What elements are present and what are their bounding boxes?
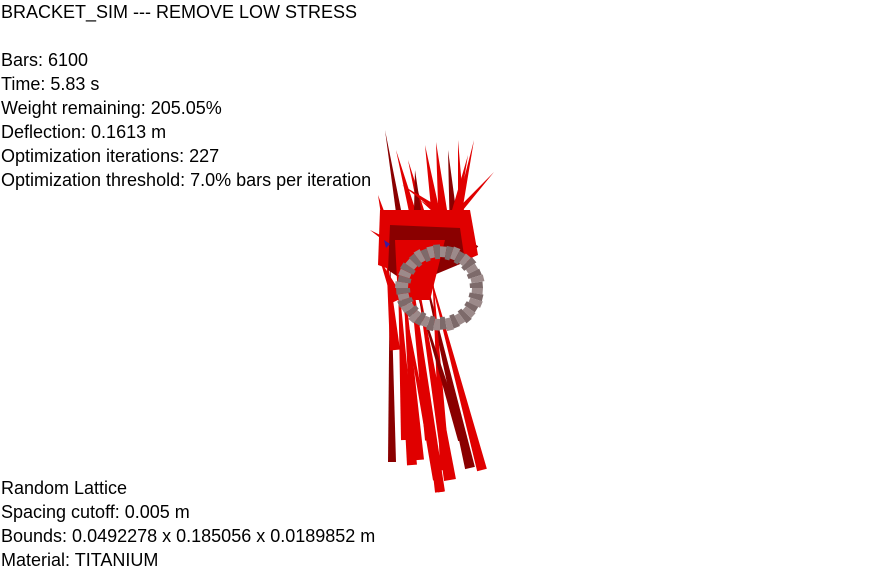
- ring-segment: [408, 309, 422, 324]
- ring-segment: [397, 275, 412, 284]
- ring-segment: [395, 281, 409, 288]
- stat-optimization-threshold: Optimization threshold: 7.0% bars per it…: [1, 170, 372, 190]
- ring-segment: [397, 292, 410, 301]
- ring-segment: [445, 317, 454, 332]
- stat-deflection: Deflection: 0.1613 m: [1, 122, 167, 142]
- stat-optimization-iterations: Optimization iterations: 227: [1, 146, 220, 166]
- ring-segment: [457, 308, 472, 324]
- ring-segment: [399, 262, 416, 275]
- ring-segment: [449, 313, 460, 329]
- lattice-bar: [426, 260, 487, 472]
- info-material: Material: TITANIUM: [1, 550, 159, 570]
- ring-segment: [449, 246, 461, 261]
- bracket-ring: [395, 244, 485, 332]
- ring-segment: [432, 244, 440, 260]
- ring-segment: [426, 315, 436, 332]
- ring-segment: [420, 248, 431, 263]
- ring-segment: [466, 268, 482, 280]
- ring-segment: [453, 250, 466, 265]
- ring-segment: [414, 311, 427, 327]
- info-bounds: Bounds: 0.0492278 x 0.185056 x 0.0189852…: [1, 526, 376, 546]
- ring-segment: [440, 246, 447, 258]
- ring-segment: [465, 263, 479, 274]
- ring-segment: [468, 297, 483, 308]
- info-lattice-type: Random Lattice: [1, 478, 128, 498]
- ring-segment: [400, 302, 415, 314]
- ring-segment: [397, 296, 414, 308]
- ring-segment: [454, 313, 466, 326]
- ring-segment: [433, 318, 440, 331]
- ring-segment: [405, 305, 419, 318]
- ring-segment: [470, 274, 485, 284]
- ring-segment: [413, 249, 426, 263]
- ring-segment: [471, 288, 483, 295]
- ring-segment: [462, 306, 476, 319]
- ring-segment: [405, 258, 418, 270]
- stat-bars: Bars: 6100: [1, 50, 89, 70]
- ring-segment: [469, 281, 483, 288]
- stat-time: Time: 5.83 s: [1, 74, 100, 94]
- ring-segment: [461, 257, 477, 271]
- ring-segment: [458, 253, 472, 267]
- ring-segment: [444, 245, 454, 261]
- info-spacing-cutoff: Spacing cutoff: 0.005 m: [1, 502, 190, 522]
- ring-segment: [408, 253, 423, 268]
- stat-weight-remaining: Weight remaining: 205.05%: [1, 98, 222, 118]
- ring-segment: [396, 288, 411, 295]
- ring-segment: [440, 316, 447, 330]
- ring-segment: [464, 301, 479, 313]
- ring-segment: [426, 245, 435, 259]
- ring-segment: [468, 292, 484, 302]
- sim-title: BRACKET_SIM --- REMOVE LOW STRESS: [1, 2, 358, 22]
- ring-segment: [398, 268, 412, 279]
- lattice-bar: [398, 270, 409, 441]
- low-stress-bar: [384, 240, 390, 248]
- ring-segment: [420, 315, 431, 328]
